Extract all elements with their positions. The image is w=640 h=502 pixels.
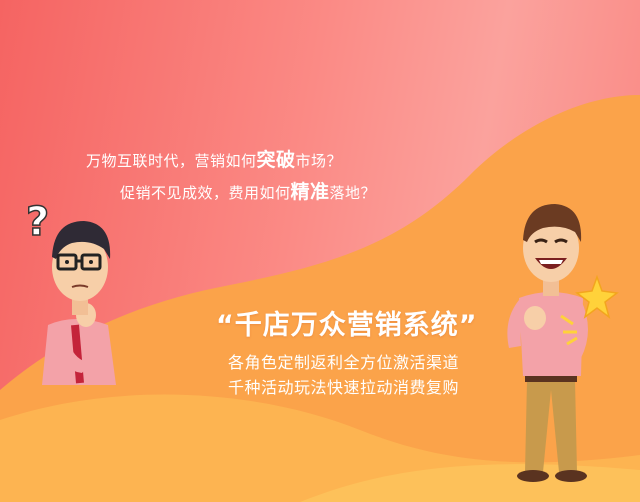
question-emphasis: 突破	[256, 149, 296, 171]
thinking-man-icon: ?	[25, 198, 116, 385]
happy-man-icon	[507, 204, 588, 482]
slogan-title: “千店万众营销系统”	[216, 310, 478, 341]
question-text: 促销不见成效，费用如何	[120, 184, 291, 202]
question-mark: ?	[26, 199, 49, 245]
feature-line-2: 千种活动玩法快速拉动消费复购	[228, 378, 460, 397]
question-line-2: 促销不见成效，费用如何精准落地？	[120, 177, 376, 204]
question-emphasis: 精准	[290, 181, 330, 203]
feature-line-1: 各角色定制返利全方位激活渠道	[228, 353, 460, 372]
question-text: 市场？	[295, 152, 343, 170]
star-spark-icon	[575, 275, 619, 319]
question-text: 万物互联时代，营销如何	[86, 152, 257, 170]
burst-lines-icon	[560, 314, 578, 346]
question-line-1: 万物互联时代，营销如何突破市场？	[86, 145, 342, 172]
question-text: 落地？	[329, 184, 377, 202]
